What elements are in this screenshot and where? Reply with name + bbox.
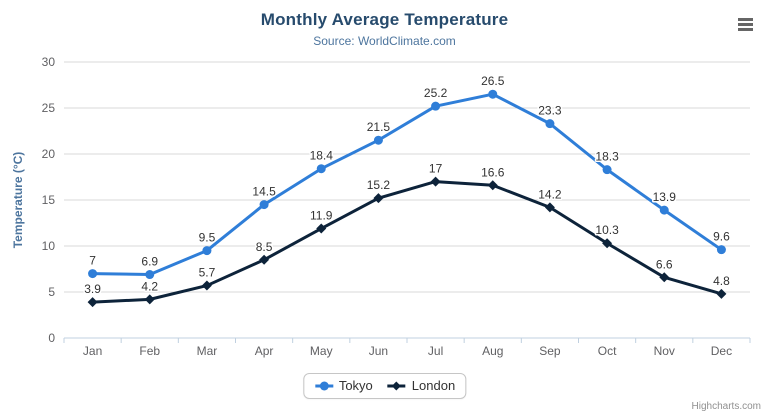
data-point-label: 25.2 (424, 86, 448, 100)
y-axis-title: Temperature (°C) (11, 152, 25, 249)
data-point-label: 3.9 (84, 282, 101, 296)
data-point-marker[interactable] (144, 294, 155, 305)
x-axis-category-label: Feb (139, 344, 160, 358)
data-point-marker[interactable] (201, 280, 212, 291)
chart-context-menu-button[interactable] (734, 15, 756, 33)
data-point-marker[interactable] (145, 270, 155, 280)
data-point-label: 7 (89, 254, 96, 268)
y-axis-tick-label: 15 (42, 193, 56, 207)
data-point-label: 9.6 (713, 230, 730, 244)
data-point-marker[interactable] (431, 101, 441, 111)
data-point-marker[interactable] (487, 180, 498, 191)
data-point-marker[interactable] (259, 200, 269, 210)
x-axis-category-label: Aug (482, 344, 503, 358)
series-line-london[interactable] (91, 180, 723, 304)
data-point-label: 9.5 (199, 231, 216, 245)
data-point-label: 14.5 (252, 185, 276, 199)
data-point-label: 5.7 (199, 266, 216, 280)
data-point-marker[interactable] (88, 269, 98, 279)
data-point-marker[interactable] (659, 205, 669, 215)
y-axis-tick-label: 10 (42, 239, 56, 253)
y-axis-tick-label: 5 (48, 285, 55, 299)
data-point-marker[interactable] (316, 223, 327, 234)
x-axis-category-label: Jul (428, 344, 443, 358)
data-point-marker[interactable] (430, 176, 441, 187)
legend-item-london[interactable]: London (387, 378, 455, 393)
data-point-label: 18.3 (595, 150, 619, 164)
x-axis-category-label: Dec (711, 344, 732, 358)
x-axis-category-label: Mar (197, 344, 218, 358)
x-axis-category-label: May (310, 344, 333, 358)
data-point-label: 13.9 (653, 190, 677, 204)
x-axis-category-label: Sep (539, 344, 561, 358)
data-point-marker[interactable] (373, 193, 384, 204)
x-axis-category-label: Oct (598, 344, 617, 358)
data-point-label: 18.4 (310, 149, 334, 163)
data-point-marker[interactable] (545, 119, 555, 129)
data-point-label: 14.2 (538, 187, 562, 201)
data-point-marker[interactable] (373, 135, 383, 145)
chart-title: Monthly Average Temperature (260, 10, 509, 29)
data-point-label: 6.9 (141, 255, 158, 269)
data-point-label: 26.5 (481, 74, 505, 88)
data-point-label: 23.3 (538, 104, 562, 118)
data-point-marker[interactable] (602, 238, 613, 249)
legend-label: Tokyo (338, 378, 373, 393)
data-point-label: 16.6 (481, 165, 505, 179)
data-point-marker[interactable] (202, 246, 212, 256)
data-point-marker[interactable] (659, 272, 670, 283)
data-point-label: 11.9 (310, 209, 333, 223)
circle-legend-marker-icon (314, 381, 333, 390)
data-point-label: 10.3 (595, 223, 619, 237)
data-point-marker[interactable] (87, 297, 98, 308)
data-point-label: 6.6 (656, 257, 673, 271)
data-point-marker[interactable] (716, 288, 727, 299)
y-axis-tick-label: 25 (42, 101, 56, 115)
x-axis-category-label: Apr (255, 344, 274, 358)
data-point-label: 4.8 (713, 274, 730, 288)
data-point-marker[interactable] (259, 254, 270, 265)
data-point-label: 21.5 (367, 120, 391, 134)
data-point-label: 17 (429, 162, 443, 176)
data-point-label: 8.5 (256, 240, 273, 254)
data-point-marker[interactable] (716, 245, 726, 255)
chart-subtitle: Source: WorldClimate.com (313, 34, 456, 48)
x-axis-category-label: Jan (83, 344, 102, 358)
series-line-tokyo[interactable] (91, 92, 723, 277)
y-axis-tick-label: 0 (48, 331, 55, 345)
legend-label: London (411, 378, 456, 393)
data-point-marker[interactable] (602, 165, 612, 175)
diamond-legend-marker-icon (387, 381, 406, 390)
data-point-marker[interactable] (488, 89, 498, 99)
y-axis-tick-label: 20 (42, 147, 56, 161)
data-point-label: 4.2 (141, 279, 158, 293)
x-axis-category-label: Jun (369, 344, 388, 358)
legend: Tokyo London (302, 373, 467, 399)
y-axis-tick-label: 30 (42, 55, 56, 69)
legend-item-tokyo[interactable]: Tokyo (314, 378, 373, 393)
x-axis-category-label: Nov (654, 344, 675, 358)
data-point-label: 15.2 (367, 178, 391, 192)
credits-link[interactable]: Highcharts.com (691, 401, 761, 412)
data-point-marker[interactable] (544, 202, 555, 213)
data-point-marker[interactable] (316, 164, 326, 174)
